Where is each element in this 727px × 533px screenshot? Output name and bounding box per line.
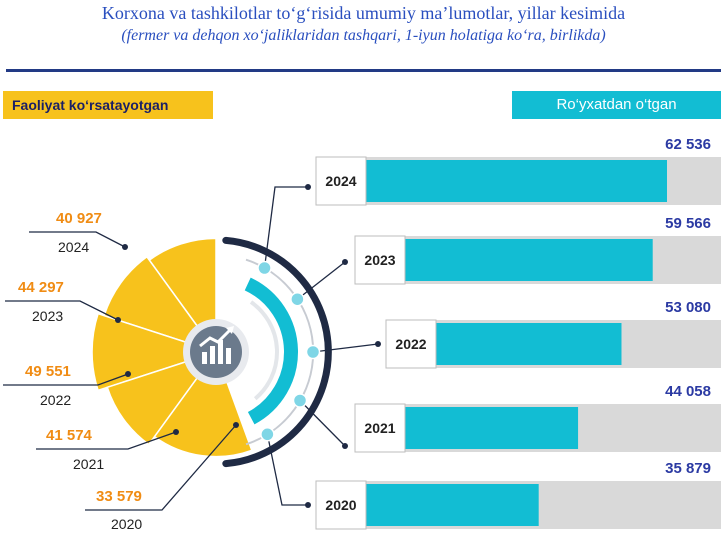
active-year-2022: 2022 bbox=[40, 392, 71, 408]
ring-dot-2020 bbox=[260, 427, 275, 442]
active-sector-2023 bbox=[103, 255, 218, 354]
outer-ring-arc bbox=[222, 236, 332, 468]
registered-bar-2024 bbox=[366, 160, 667, 202]
year-box-label-2024: 2024 bbox=[325, 173, 356, 189]
active-year-2021: 2021 bbox=[73, 456, 104, 472]
registered-connector-2020 bbox=[266, 434, 308, 506]
registered-bar-2022 bbox=[436, 323, 622, 365]
ring-dot-2021 bbox=[292, 393, 308, 408]
ring-dot-2024 bbox=[257, 260, 272, 276]
page-title: Korxona va tashkilotlar to‘g‘risida umum… bbox=[101, 3, 626, 23]
active-value-2021: 41 574 bbox=[46, 427, 93, 444]
registered-value-2024: 62 536 bbox=[665, 136, 711, 153]
year-box-2020 bbox=[315, 480, 367, 530]
year-box-2022 bbox=[385, 319, 437, 369]
registered-value-2022: 53 080 bbox=[665, 299, 711, 316]
registered-bar-2020 bbox=[366, 484, 539, 526]
year-box-label-2021: 2021 bbox=[364, 420, 395, 436]
active-sector-2022 bbox=[91, 312, 219, 392]
legend-registered: Ro‘yxatdan o‘tgan bbox=[512, 91, 721, 119]
active-leader-2021 bbox=[36, 431, 177, 450]
title-divider bbox=[6, 69, 721, 72]
active-year-2024: 2024 bbox=[58, 239, 89, 255]
connector-end-dot-2024 bbox=[305, 184, 311, 190]
active-value-2024: 40 927 bbox=[56, 210, 102, 227]
active-leader-dot-2022 bbox=[125, 371, 131, 377]
year-box-label-2023: 2023 bbox=[364, 252, 395, 268]
legend-active: Faoliyat ko‘rsatayotgan bbox=[3, 91, 213, 119]
year-box-label-2020: 2020 bbox=[325, 497, 356, 513]
year-box-2024 bbox=[315, 156, 367, 206]
active-value-2023: 44 297 bbox=[18, 279, 64, 296]
registered-bar-2021 bbox=[405, 407, 579, 449]
active-leader-dot-2020 bbox=[233, 422, 239, 428]
active-value-2022: 49 551 bbox=[25, 363, 71, 380]
active-leader-dot-2024 bbox=[122, 244, 128, 250]
registered-connector-2024 bbox=[263, 186, 308, 269]
registered-connector-2022 bbox=[312, 343, 379, 353]
center-badge bbox=[190, 326, 242, 378]
connector-end-dot-2021 bbox=[342, 443, 348, 449]
connector-end-dot-2022 bbox=[375, 341, 381, 347]
ring-dot-2022 bbox=[305, 344, 321, 360]
connector-end-dot-2020 bbox=[305, 502, 311, 508]
active-sector-2020 bbox=[153, 350, 253, 458]
active-sector-2021 bbox=[106, 350, 218, 446]
ring-dot-2023 bbox=[290, 291, 305, 307]
registered-bar-2023 bbox=[405, 239, 653, 281]
inner-ring-arc bbox=[244, 277, 298, 425]
active-leader-2022 bbox=[3, 373, 129, 386]
registered-connector-2023 bbox=[296, 261, 346, 300]
active-year-2023: 2023 bbox=[32, 308, 63, 324]
registered-connector-2021 bbox=[299, 400, 346, 447]
year-box-2021 bbox=[354, 403, 406, 453]
year-box-label-2022: 2022 bbox=[395, 336, 426, 352]
active-year-2020: 2020 bbox=[111, 516, 142, 532]
active-leader-2024 bbox=[29, 231, 126, 248]
active-leader-dot-2021 bbox=[173, 429, 179, 435]
page-subtitle: (fermer va dehqon xo‘jaliklaridan tashqa… bbox=[121, 27, 606, 44]
registered-value-2020: 35 879 bbox=[665, 460, 711, 477]
inner-shadow-arc bbox=[249, 300, 279, 401]
chart-growth-icon bbox=[199, 326, 234, 364]
registered-value-2023: 59 566 bbox=[665, 215, 711, 232]
active-value-2020: 33 579 bbox=[96, 488, 142, 505]
active-leader-2023 bbox=[5, 300, 119, 321]
active-leader-dot-2023 bbox=[115, 317, 121, 323]
year-box-2023 bbox=[354, 235, 406, 285]
registered-value-2021: 44 058 bbox=[665, 383, 711, 400]
connector-end-dot-2023 bbox=[342, 259, 348, 265]
active-leader-2020 bbox=[85, 424, 237, 511]
